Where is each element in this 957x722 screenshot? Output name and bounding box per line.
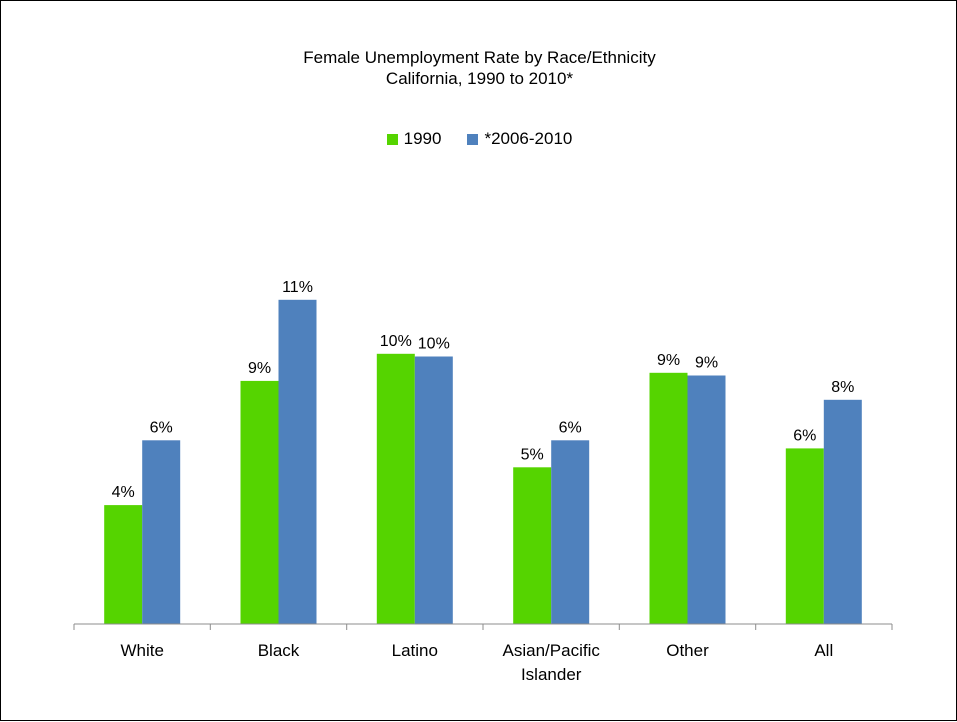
data-label-black-1990: 9% <box>248 360 271 377</box>
bar-other-2006-2010 <box>687 375 726 624</box>
data-label-asian-pacific-islander-2006-2010: 6% <box>559 419 582 436</box>
legend-label-1990: 1990 <box>403 129 442 148</box>
legend: 1990 *2006-2010 <box>1 129 957 149</box>
legend-item-1990: 1990 <box>386 129 442 149</box>
data-label-white-1990: 4% <box>112 484 135 501</box>
x-tick-label-asian-pacific-islander-line-2: Islander <box>521 665 582 684</box>
bar-black-1990 <box>240 380 279 624</box>
x-tick-label-black: Black <box>258 641 300 660</box>
chart-title: Female Unemployment Rate by Race/Ethnici… <box>303 48 656 67</box>
data-label-other-2006-2010: 9% <box>695 355 718 372</box>
chart-subtitle: California, 1990 to 2010* <box>385 69 574 88</box>
bar-all-1990 <box>785 448 824 624</box>
x-tick-label-asian-pacific-islander-line-1: Asian/Pacific <box>503 641 601 660</box>
data-label-white-2006-2010: 6% <box>150 419 173 436</box>
x-tick-label-white: White <box>120 641 163 660</box>
data-label-latino-1990: 10% <box>380 333 412 350</box>
legend-swatch-2006-2010 <box>467 133 479 145</box>
legend-swatch-1990 <box>386 133 398 145</box>
bar-white-1990 <box>104 505 143 624</box>
bar-all-2006-2010 <box>823 399 862 624</box>
legend-item-2006-2010: *2006-2010 <box>467 129 572 149</box>
data-label-other-1990: 9% <box>657 352 680 369</box>
bar-latino-1990 <box>376 353 415 624</box>
x-tick-label-all: All <box>814 641 833 660</box>
data-label-black-2006-2010: 11% <box>282 279 313 296</box>
data-label-asian-pacific-islander-1990: 5% <box>521 446 544 463</box>
data-label-all-1990: 6% <box>793 427 816 444</box>
bar-latino-2006-2010 <box>414 356 453 624</box>
data-label-latino-2006-2010: 10% <box>418 336 450 353</box>
bar-asian-pacific-islander-2006-2010 <box>551 440 590 624</box>
bar-asian-pacific-islander-1990 <box>513 467 552 624</box>
bar-black-2006-2010 <box>278 299 317 624</box>
bar-white-2006-2010 <box>142 440 181 624</box>
chart-title-block: Female Unemployment Rate by Race/Ethnici… <box>1 47 957 89</box>
x-tick-label-latino: Latino <box>392 641 438 660</box>
legend-label-2006-2010: *2006-2010 <box>484 129 573 148</box>
data-label-all-2006-2010: 8% <box>831 379 854 396</box>
bar-other-1990 <box>649 372 688 625</box>
x-tick-label-other: Other <box>666 641 709 660</box>
